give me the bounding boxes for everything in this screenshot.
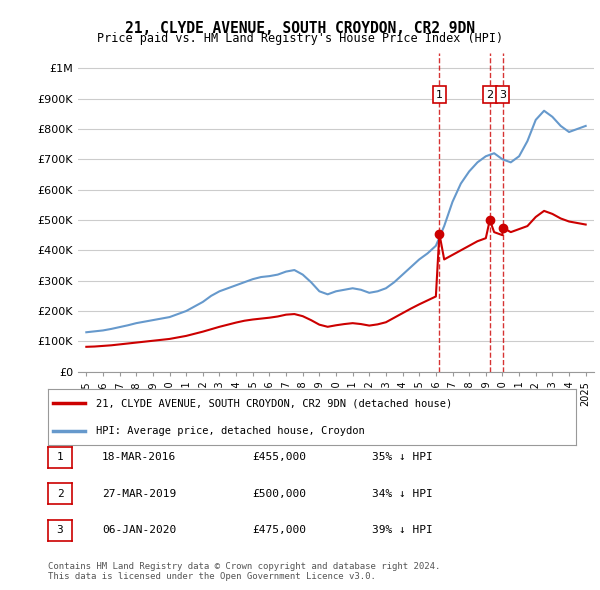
Text: 18-MAR-2016: 18-MAR-2016 bbox=[102, 453, 176, 462]
Text: Contains HM Land Registry data © Crown copyright and database right 2024.
This d: Contains HM Land Registry data © Crown c… bbox=[48, 562, 440, 581]
Text: 21, CLYDE AVENUE, SOUTH CROYDON, CR2 9DN (detached house): 21, CLYDE AVENUE, SOUTH CROYDON, CR2 9DN… bbox=[95, 398, 452, 408]
Text: HPI: Average price, detached house, Croydon: HPI: Average price, detached house, Croy… bbox=[95, 427, 364, 437]
Text: 34% ↓ HPI: 34% ↓ HPI bbox=[372, 489, 433, 499]
Text: £475,000: £475,000 bbox=[252, 526, 306, 535]
Text: 2: 2 bbox=[56, 489, 64, 499]
Text: £455,000: £455,000 bbox=[252, 453, 306, 462]
Text: 2: 2 bbox=[486, 90, 493, 100]
Text: 39% ↓ HPI: 39% ↓ HPI bbox=[372, 526, 433, 535]
Text: Price paid vs. HM Land Registry's House Price Index (HPI): Price paid vs. HM Land Registry's House … bbox=[97, 32, 503, 45]
Text: 27-MAR-2019: 27-MAR-2019 bbox=[102, 489, 176, 499]
Text: 1: 1 bbox=[436, 90, 443, 100]
Text: 35% ↓ HPI: 35% ↓ HPI bbox=[372, 453, 433, 462]
Text: 3: 3 bbox=[499, 90, 506, 100]
Text: 3: 3 bbox=[56, 526, 64, 535]
Text: 1: 1 bbox=[56, 453, 64, 462]
Text: £500,000: £500,000 bbox=[252, 489, 306, 499]
Text: 06-JAN-2020: 06-JAN-2020 bbox=[102, 526, 176, 535]
Text: 21, CLYDE AVENUE, SOUTH CROYDON, CR2 9DN: 21, CLYDE AVENUE, SOUTH CROYDON, CR2 9DN bbox=[125, 21, 475, 35]
